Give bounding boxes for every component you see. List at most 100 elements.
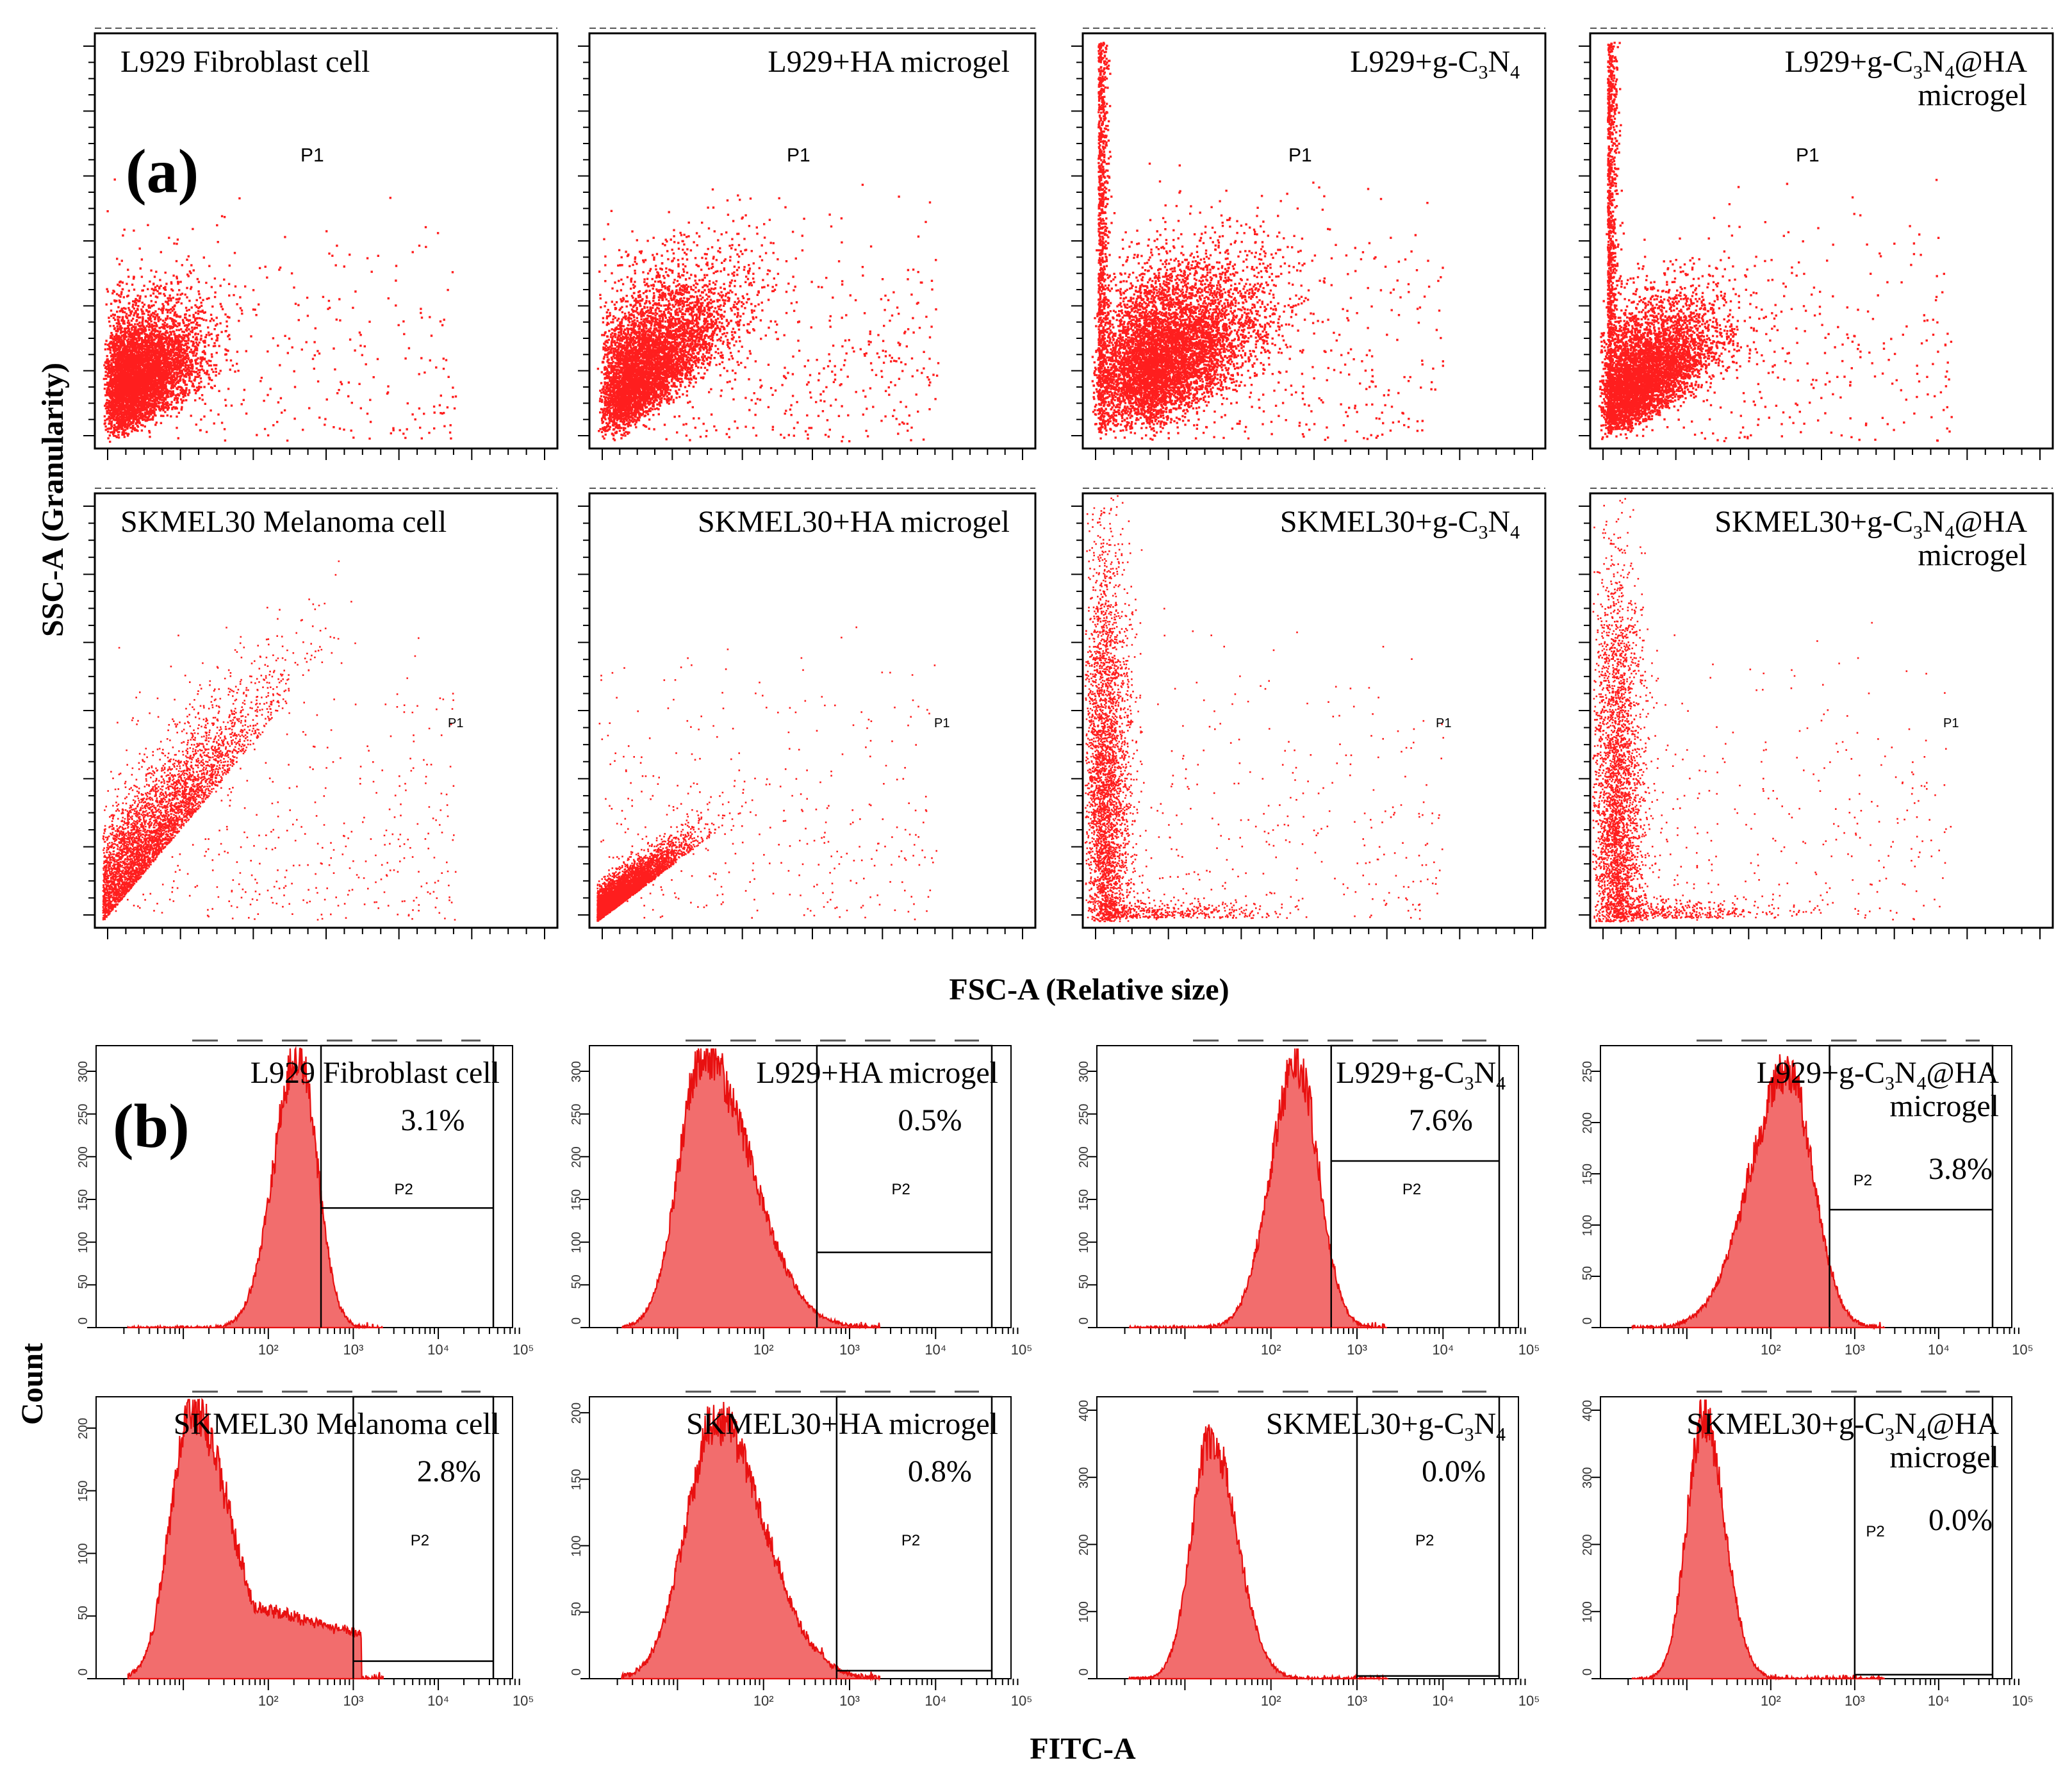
hist-gate-bracket: [1330, 1044, 1501, 1328]
gate-label-p2: P2: [1402, 1181, 1421, 1198]
hist-y-tick-label: 250: [1077, 1104, 1091, 1125]
histogram-plot-0-3: 0 50 100 150 200 250 10² 10³ 10⁴ 10⁵ L929+g-C3N4@H…: [1581, 1039, 2034, 1358]
hist-percent: 3.1%: [401, 1103, 465, 1137]
gate-label-p2: P2: [1854, 1172, 1872, 1189]
hist-x-tick-label: 10⁴: [1432, 1342, 1454, 1358]
hist-y-tick-label: 150: [570, 1189, 584, 1210]
scatter-title-line-0: L929+HA microgel: [768, 45, 1010, 79]
gate-label-p1: P1: [1288, 145, 1312, 166]
hist-y-tick-label: 200: [1581, 1112, 1595, 1133]
hist-title-seg: SKMEL30 Melanoma cell: [174, 1407, 500, 1441]
hist-title-line-1: microgel: [1889, 1089, 1999, 1123]
hist-y-tick-label: 300: [76, 1061, 90, 1082]
hist-title-seg: SKMEL30+g-C: [1266, 1407, 1465, 1441]
hist-y-tick-label: 50: [76, 1274, 90, 1288]
hist-y-tick-label: 150: [76, 1189, 90, 1210]
hist-x-tick-label: 10³: [343, 1342, 364, 1358]
hist-x-axis-label: FITC-A: [1030, 1732, 1136, 1766]
scatter-title-line-1: microgel: [1918, 538, 2027, 572]
scatter-title-seg: N: [1488, 505, 1510, 539]
hist-x-tick-label: 10⁵: [1011, 1693, 1033, 1709]
hist-x-tick-label: 10³: [343, 1693, 364, 1709]
hist-y-tick-label: 0: [1077, 1668, 1091, 1675]
hist-x-tick-label: 10³: [1347, 1693, 1367, 1709]
histogram-plot-0-2: 0 50 100 150 200 250 300 10² 10³ 10⁴ 10⁵ L929+g-C3N…: [1077, 1039, 1540, 1358]
hist-y-tick-label: 200: [76, 1146, 90, 1167]
gate-label-p1: P1: [1796, 145, 1820, 166]
hist-title-seg: N: [1474, 1407, 1496, 1441]
hist-title-line-0: L929 Fibroblast cell: [251, 1056, 500, 1090]
hist-y-tick-label: 250: [570, 1104, 584, 1125]
hist-y-tick-label: 300: [1581, 1467, 1595, 1488]
scatter-title-seg: L929+HA microgel: [768, 45, 1010, 79]
hist-gate-bracket: [320, 1044, 495, 1328]
hist-title-line-0: L929+g-C3N4: [1336, 1056, 1506, 1094]
scatter-title-seg: 4: [1510, 62, 1520, 83]
scatter-title-seg: SKMEL30+g-C: [1280, 505, 1479, 539]
hist-title-line-0: L929+HA microgel: [756, 1056, 998, 1090]
hist-gate-bracket: [1854, 1395, 1994, 1679]
hist-gate-bracket: [1829, 1044, 1994, 1328]
hist-distribution: [127, 1397, 384, 1681]
scatter-points: [596, 626, 937, 922]
hist-x-tick-label: 10²: [753, 1693, 774, 1709]
scatter-title-seg: SKMEL30+g-C: [1714, 505, 1913, 539]
hist-y-tick-label: 100: [1581, 1601, 1595, 1622]
hist-x-tick-label: 10⁴: [1928, 1342, 1950, 1358]
scatter-plot-0-2: L929+g-C3N4 P1: [1071, 28, 1547, 460]
hist-distribution: [127, 1046, 383, 1330]
scatter-plot-0-1: L929+HA microgel P1: [578, 28, 1037, 460]
hist-y-tick-label: 400: [1077, 1400, 1091, 1421]
hist-y-tick-label: 150: [1581, 1164, 1595, 1185]
hist-percent: 2.8%: [417, 1454, 481, 1488]
panel-b-label: (b): [113, 1092, 190, 1161]
histogram-plot-0-0: 0 50 100 150 200 250 300 10² 10³ 10⁴ 10⁵ L929 Fibro…: [76, 1039, 534, 1358]
hist-y-tick-label: 0: [1581, 1317, 1595, 1324]
hist-y-tick-label: 50: [570, 1602, 584, 1616]
hist-title-line-0: L929+g-C3N4@HA: [1757, 1056, 2000, 1094]
scatter-title-seg: SKMEL30 Melanoma cell: [120, 505, 447, 539]
hist-x-tick-label: 10³: [839, 1342, 860, 1358]
gate-label-p1: P1: [1943, 716, 1959, 730]
hist-percent: 0.0%: [1928, 1503, 1993, 1537]
scatter-title-seg: 3: [1479, 522, 1488, 543]
hist-distribution: [621, 1401, 881, 1682]
hist-y-tick-label: 50: [76, 1606, 90, 1620]
hist-x-tick-label: 10⁴: [427, 1342, 449, 1358]
hist-percent: 7.6%: [1409, 1103, 1473, 1137]
scatter-title-seg: 4: [1945, 522, 1955, 543]
scatter-points: [1598, 42, 1953, 443]
scatter-title-seg: 4: [1510, 522, 1520, 543]
scatter-title-seg: N: [1923, 505, 1945, 539]
scatter-plot-1-2: SKMEL30+g-C3N4 P1: [1071, 488, 1547, 939]
hist-title-seg: 4: [1917, 1424, 1927, 1445]
hist-gate-bracket: [1356, 1395, 1501, 1679]
scatter-points: [1592, 498, 1952, 923]
hist-title-seg: @HA: [1926, 1056, 1999, 1090]
hist-distribution: [1631, 1054, 1886, 1331]
scatter-y-axis-label: SSC-A (Granularity): [36, 363, 70, 637]
hist-y-tick-label: 0: [1077, 1317, 1091, 1324]
hist-y-tick-label: 200: [1077, 1534, 1091, 1555]
scatter-title-seg: N: [1923, 45, 1945, 79]
hist-title-seg: N: [1474, 1056, 1496, 1090]
hist-y-tick-label: 100: [1581, 1215, 1595, 1236]
hist-y-tick-label: 200: [570, 1146, 584, 1167]
hist-title-seg: 3: [1465, 1073, 1474, 1094]
hist-y-tick-label: 0: [570, 1668, 584, 1675]
hist-y-tick-label: 200: [1581, 1534, 1595, 1555]
hist-x-tick-label: 10³: [839, 1693, 860, 1709]
scatter-title-seg: 3: [1479, 62, 1488, 83]
hist-y-tick-label: 150: [76, 1481, 90, 1502]
hist-percent: 0.8%: [908, 1454, 972, 1488]
scatter-title-seg: L929+g-C: [1785, 45, 1913, 79]
gate-label-p1: P1: [934, 716, 950, 730]
hist-title-line-0: SKMEL30+g-C3N4: [1266, 1407, 1506, 1445]
hist-y-tick-label: 300: [570, 1061, 584, 1082]
hist-distribution: [1128, 1424, 1389, 1682]
hist-x-tick-label: 10⁵: [2012, 1693, 2034, 1709]
